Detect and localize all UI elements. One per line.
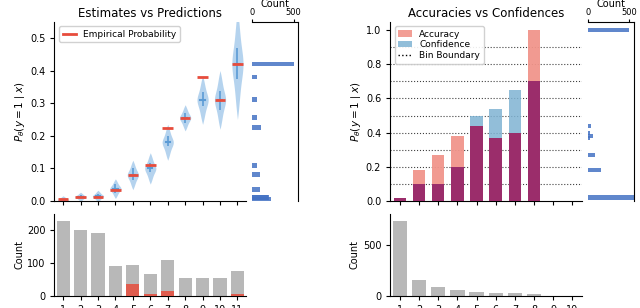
- Bar: [252, 163, 257, 168]
- Bar: [432, 155, 444, 184]
- Bar: [588, 131, 590, 135]
- Bar: [469, 292, 484, 296]
- Bar: [528, 30, 540, 81]
- Bar: [488, 293, 503, 296]
- Bar: [432, 155, 444, 201]
- Bar: [109, 266, 122, 296]
- Legend: Accuracy, Confidence, Bin Boundary: Accuracy, Confidence, Bin Boundary: [395, 26, 484, 64]
- Bar: [508, 293, 522, 296]
- Y-axis label: Count: Count: [350, 240, 360, 270]
- Bar: [490, 109, 502, 138]
- Bar: [588, 168, 601, 172]
- Bar: [252, 62, 294, 67]
- Bar: [252, 187, 260, 192]
- Bar: [394, 198, 406, 201]
- Bar: [413, 170, 425, 201]
- Bar: [74, 230, 87, 296]
- X-axis label: Count: Count: [260, 0, 289, 9]
- Bar: [509, 133, 521, 201]
- Bar: [252, 75, 257, 79]
- Bar: [588, 153, 595, 157]
- Bar: [231, 294, 244, 296]
- Bar: [588, 196, 640, 200]
- Title: Accuracies vs Confidences: Accuracies vs Confidences: [408, 7, 564, 20]
- Bar: [588, 134, 593, 138]
- Bar: [470, 116, 483, 126]
- Bar: [252, 97, 257, 102]
- Y-axis label: $P_{\theta}(y=1\mid x)$: $P_{\theta}(y=1\mid x)$: [13, 81, 28, 142]
- Bar: [231, 271, 244, 296]
- Bar: [196, 278, 209, 296]
- Bar: [490, 138, 502, 201]
- Bar: [126, 265, 140, 296]
- Bar: [509, 133, 521, 201]
- Bar: [413, 170, 425, 184]
- Bar: [527, 294, 541, 296]
- Title: Estimates vs Predictions: Estimates vs Predictions: [78, 7, 222, 20]
- Bar: [412, 280, 426, 296]
- Bar: [252, 197, 271, 202]
- Bar: [392, 221, 407, 296]
- Bar: [588, 124, 591, 128]
- Bar: [144, 294, 157, 296]
- Legend: Empirical Probability: Empirical Probability: [59, 26, 180, 42]
- Bar: [214, 278, 227, 296]
- Bar: [252, 116, 257, 120]
- Bar: [509, 90, 521, 133]
- Bar: [490, 138, 502, 201]
- Bar: [144, 274, 157, 296]
- Bar: [451, 167, 463, 201]
- Bar: [528, 81, 540, 201]
- Y-axis label: Count: Count: [14, 240, 24, 270]
- Bar: [394, 198, 406, 201]
- Bar: [252, 125, 261, 130]
- Bar: [126, 284, 140, 296]
- Bar: [56, 221, 70, 296]
- Bar: [252, 195, 268, 200]
- Bar: [470, 126, 483, 201]
- X-axis label: Count: Count: [596, 0, 625, 9]
- Bar: [161, 260, 174, 296]
- Bar: [413, 184, 425, 201]
- Bar: [451, 136, 463, 201]
- Bar: [470, 126, 483, 201]
- Bar: [161, 291, 174, 296]
- Bar: [431, 286, 445, 296]
- Bar: [450, 290, 465, 296]
- Bar: [588, 28, 630, 32]
- Bar: [528, 30, 540, 201]
- Bar: [588, 136, 591, 140]
- Bar: [92, 233, 104, 296]
- Bar: [252, 195, 269, 200]
- Bar: [451, 136, 463, 167]
- Bar: [179, 278, 192, 296]
- Bar: [432, 184, 444, 201]
- Y-axis label: $P_{\theta}(y=1\mid x)$: $P_{\theta}(y=1\mid x)$: [349, 81, 363, 142]
- Bar: [252, 172, 260, 177]
